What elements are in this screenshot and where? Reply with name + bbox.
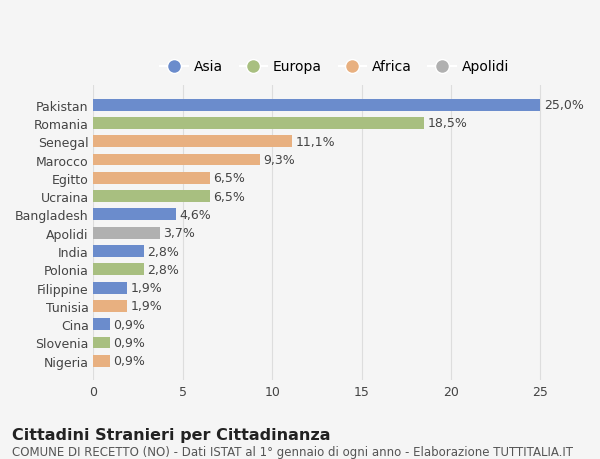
Bar: [94, 264, 143, 276]
Text: 2,8%: 2,8%: [147, 263, 179, 276]
Text: 6,5%: 6,5%: [213, 190, 245, 203]
Text: 3,7%: 3,7%: [163, 227, 195, 240]
Text: 0,9%: 0,9%: [113, 336, 145, 349]
Bar: [94, 300, 127, 312]
Bar: [94, 100, 541, 112]
Text: 18,5%: 18,5%: [428, 117, 467, 130]
Bar: [94, 173, 209, 185]
Text: 1,9%: 1,9%: [131, 281, 163, 295]
Text: 25,0%: 25,0%: [544, 99, 584, 112]
Bar: [94, 136, 292, 148]
Text: 4,6%: 4,6%: [179, 208, 211, 221]
Text: 11,1%: 11,1%: [295, 135, 335, 148]
Text: 6,5%: 6,5%: [213, 172, 245, 185]
Text: 0,9%: 0,9%: [113, 354, 145, 368]
Text: 0,9%: 0,9%: [113, 318, 145, 331]
Bar: [94, 154, 260, 166]
Bar: [94, 209, 176, 221]
Bar: [94, 227, 160, 239]
Bar: [94, 282, 127, 294]
Legend: Asia, Europa, Africa, Apolidi: Asia, Europa, Africa, Apolidi: [155, 55, 515, 80]
Bar: [94, 355, 110, 367]
Text: 2,8%: 2,8%: [147, 245, 179, 258]
Bar: [94, 191, 209, 202]
Bar: [94, 118, 424, 129]
Bar: [94, 246, 143, 257]
Text: Cittadini Stranieri per Cittadinanza: Cittadini Stranieri per Cittadinanza: [12, 427, 331, 442]
Text: 9,3%: 9,3%: [263, 154, 295, 167]
Text: 1,9%: 1,9%: [131, 300, 163, 313]
Text: COMUNE DI RECETTO (NO) - Dati ISTAT al 1° gennaio di ogni anno - Elaborazione TU: COMUNE DI RECETTO (NO) - Dati ISTAT al 1…: [12, 445, 573, 458]
Bar: [94, 337, 110, 349]
Bar: [94, 319, 110, 330]
